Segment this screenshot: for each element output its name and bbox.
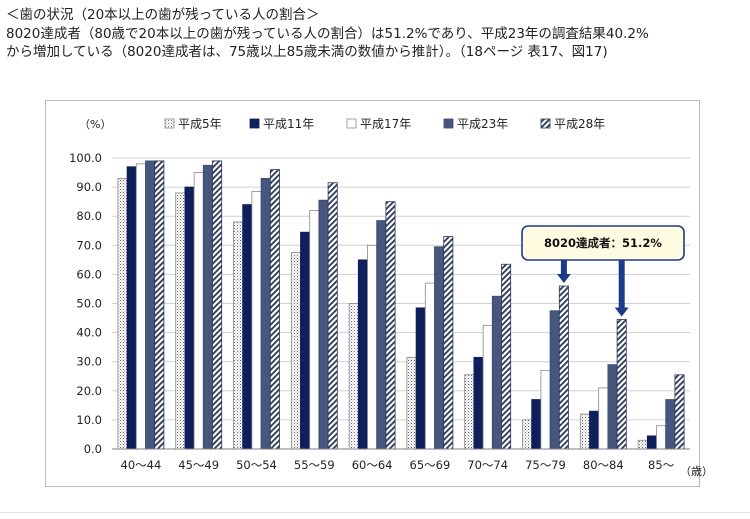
bar: [175, 192, 186, 450]
bar: [184, 186, 195, 450]
y-tick-label: 10.0: [76, 413, 102, 427]
legend-swatch: [249, 118, 260, 129]
x-tick-label: 60〜64: [352, 458, 393, 472]
x-tick-label: 50〜54: [236, 458, 277, 472]
y-tick-label: 50.0: [76, 297, 102, 311]
bar: [443, 236, 454, 450]
bar: [482, 324, 493, 450]
x-unit-label: （歳）: [680, 465, 713, 478]
callout-arrow-head: [614, 307, 629, 317]
y-tick-label: 40.0: [76, 326, 102, 340]
bar: [193, 172, 204, 450]
bar: [154, 160, 165, 450]
bar: [260, 177, 271, 450]
y-tick-label: 30.0: [76, 355, 102, 369]
y-unit-label: （%）: [79, 118, 111, 131]
bar: [385, 201, 396, 450]
description-line-2: から増加している（8020達成者は、75歳以上85歳未満の数値から推計）。（18…: [6, 44, 608, 60]
bar: [415, 307, 426, 450]
y-tick-label: 100.0: [69, 151, 102, 165]
bar: [522, 419, 533, 450]
x-tick-label: 75〜79: [525, 458, 566, 472]
x-tick-label: 65〜69: [410, 458, 451, 472]
bar: [616, 319, 627, 450]
legend-label: 平成28年: [554, 117, 605, 131]
bar: [135, 163, 146, 450]
bar: [357, 259, 368, 450]
y-tick-label: 60.0: [76, 267, 102, 281]
bar: [579, 413, 590, 450]
bar: [269, 169, 280, 450]
legend-label: 平成5年: [178, 117, 222, 131]
bar: [233, 221, 244, 450]
page-heading: ＜歯の状況（20本以上の歯が残っている人の割合＞: [6, 7, 320, 23]
bar: [656, 425, 667, 450]
bar: [300, 231, 311, 450]
x-tick-label: 85〜: [648, 458, 675, 472]
legend-swatch: [443, 118, 454, 129]
bar: [309, 209, 320, 450]
bar: [674, 374, 685, 450]
bar: [491, 295, 502, 450]
callout-arrow-shaft: [560, 260, 567, 275]
bar: [126, 166, 137, 450]
bar: [598, 387, 609, 450]
callout-arrow-shaft: [618, 260, 625, 308]
y-tick-label: 80.0: [76, 209, 102, 223]
bar: [549, 310, 560, 450]
legend-swatch: [164, 118, 175, 129]
bar: [318, 199, 329, 450]
x-tick-label: 70〜74: [467, 458, 508, 472]
bar: [607, 364, 618, 450]
bar: [290, 252, 301, 450]
callout-label: 8020達成者：51.2%: [544, 236, 662, 250]
y-tick-label: 0.0: [84, 442, 102, 456]
bar: [501, 263, 512, 450]
y-tick-label: 90.0: [76, 180, 102, 194]
y-tick-label: 20.0: [76, 384, 102, 398]
y-tick-label: 70.0: [76, 238, 102, 252]
bar: [646, 435, 657, 450]
x-tick-label: 45〜49: [178, 458, 219, 472]
bar: [251, 191, 262, 450]
bar: [464, 374, 475, 450]
description: 8020達成者（80歳で20本以上の歯が残っている人の割合）は51.2%であり、…: [6, 25, 649, 61]
bar: [665, 399, 676, 450]
legend-label: 平成11年: [263, 117, 314, 131]
bar: [434, 246, 445, 450]
legend-label: 平成17年: [360, 117, 411, 131]
bar: [242, 204, 253, 450]
bar: [406, 356, 417, 450]
callout-arrow-head: [556, 274, 571, 284]
x-tick-label: 40〜44: [121, 458, 162, 472]
legend-swatch: [540, 118, 551, 129]
bar: [327, 182, 338, 450]
bar: [540, 370, 551, 450]
bar: [117, 177, 128, 450]
divider: [0, 512, 750, 513]
bar: [202, 164, 213, 450]
legend-label: 平成23年: [457, 117, 508, 131]
bar: [367, 244, 378, 450]
callout-box: [521, 225, 685, 261]
bar: [145, 160, 156, 450]
bar: [424, 282, 435, 450]
bar: [212, 160, 223, 450]
bar: [637, 439, 648, 450]
bar: [531, 399, 542, 450]
description-line-1: 8020達成者（80歳で20本以上の歯が残っている人の割合）は51.2%であり、…: [6, 26, 649, 42]
bar: [376, 220, 387, 450]
legend-swatch: [346, 118, 357, 129]
x-tick-label: 80〜84: [583, 458, 624, 472]
bar: [558, 285, 569, 450]
bar: [348, 303, 359, 450]
bar: [473, 356, 484, 450]
x-tick-label: 55〜59: [294, 458, 335, 472]
bar: [589, 410, 600, 450]
